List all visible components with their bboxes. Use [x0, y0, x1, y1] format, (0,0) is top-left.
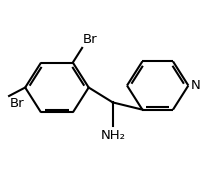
Text: Br: Br	[83, 33, 97, 46]
Text: Br: Br	[10, 97, 25, 110]
Text: NH₂: NH₂	[100, 129, 125, 142]
Text: N: N	[191, 79, 200, 92]
